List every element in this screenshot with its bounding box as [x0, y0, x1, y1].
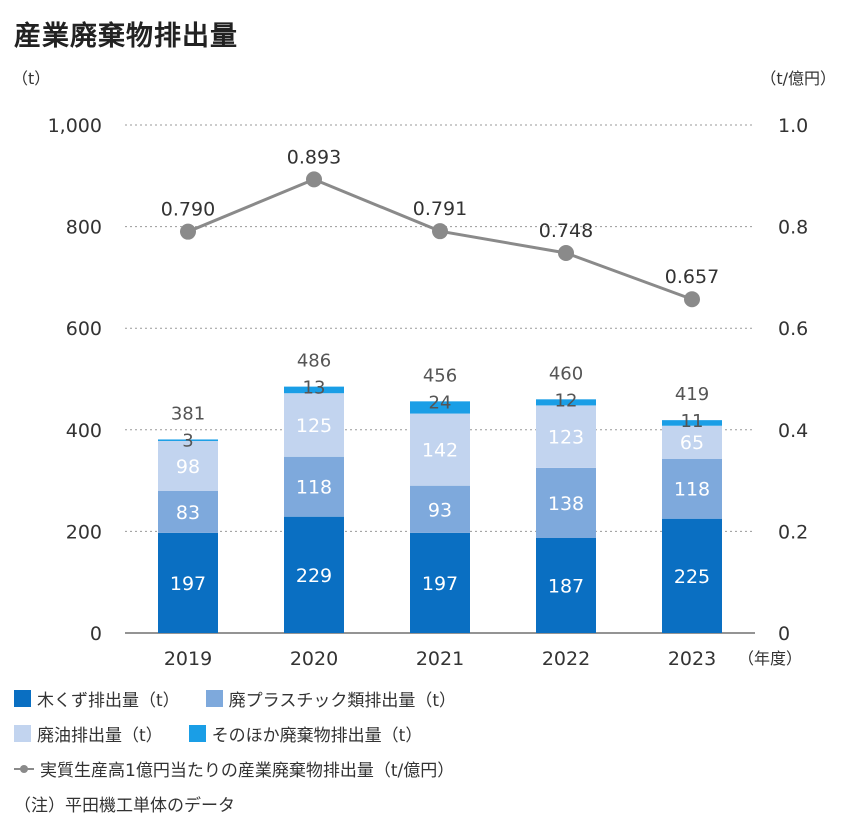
bar-segment	[536, 405, 596, 468]
y-left-tick-label: 0	[90, 623, 102, 645]
ratio-value-label: 0.657	[665, 266, 719, 288]
y-right-tick-label: 0	[778, 623, 790, 645]
x-tick-label: 2019	[164, 648, 212, 670]
ratio-point	[684, 291, 700, 308]
ratio-value-label: 0.893	[287, 146, 341, 168]
bar-total-label: 456	[423, 365, 457, 386]
bar-segment	[158, 440, 218, 491]
legend-label-other: そのほか廃棄物排出量（t）	[211, 726, 423, 746]
x-tick-label: 2022	[542, 648, 590, 670]
bar-segment	[662, 458, 722, 519]
bar-segment	[158, 490, 218, 533]
ratio-point	[432, 223, 448, 240]
bar-segment	[536, 467, 596, 539]
bar-total-label: 460	[549, 363, 583, 384]
bar-segment-label: 125	[296, 415, 332, 437]
legend-line-marker	[14, 764, 34, 774]
x-tick-label: 2020	[290, 648, 338, 670]
bar-segment	[662, 518, 722, 633]
bar-segment-label: 13	[303, 378, 326, 399]
bar-segment-label: 229	[296, 565, 332, 587]
bar-segment-label: 93	[428, 499, 452, 521]
bar-segment	[410, 401, 470, 414]
y-left-unit: （t）	[12, 69, 50, 88]
chart-title: 産業廃棄物排出量	[14, 21, 238, 52]
bar-segment	[158, 532, 218, 633]
bar-segment	[284, 393, 344, 457]
bar-segment-label: 3	[182, 430, 193, 451]
x-tick-label: 2021	[416, 648, 464, 670]
bar-segment-label: 197	[170, 573, 206, 595]
bar-segment-label: 118	[296, 477, 332, 499]
footnote: （注）平田機工単体のデータ	[14, 791, 235, 816]
y-left-tick-label: 600	[66, 318, 102, 340]
ratio-point	[306, 171, 322, 188]
bar-segment-label: 11	[681, 411, 704, 432]
x-tick-label: 2023	[668, 648, 716, 670]
bar-total-label: 419	[675, 384, 709, 405]
data-labels: 197 83 98 3 381 229 118 125 13 486 197 93 142 24 456 18…	[161, 146, 719, 597]
bar-segment	[284, 386, 344, 394]
legend-label-plastic: 廃プラスチック類排出量（t）	[228, 691, 456, 711]
x-axis-unit: （年度）	[738, 649, 802, 668]
bar-segment	[284, 516, 344, 633]
ratio-point	[558, 245, 574, 262]
bar-segment	[158, 439, 218, 441]
y-right-tick-label: 0.2	[778, 521, 808, 543]
y-left-tick-label: 400	[66, 420, 102, 442]
bar-segment-label: 197	[422, 573, 458, 595]
footnote-text: （注）平田機工単体のデータ	[14, 796, 235, 816]
bar-segment	[662, 425, 722, 459]
ratio-point	[180, 223, 196, 240]
ratio-value-label: 0.748	[539, 220, 593, 242]
bar-segment-label: 225	[674, 566, 710, 588]
bar-segment	[536, 538, 596, 633]
legend-swatch-other	[188, 725, 206, 742]
bar-segment-label: 65	[680, 432, 704, 454]
bar-segment	[410, 532, 470, 633]
bar-segment-label: 24	[429, 392, 452, 413]
bar-segment-label: 138	[548, 493, 584, 515]
legend-row-2: 廃油排出量（t） そのほか廃棄物排出量（t）	[14, 721, 422, 746]
ratio-value-label: 0.790	[161, 199, 215, 221]
bar-segment	[536, 399, 596, 406]
bars	[158, 386, 722, 633]
bar-segment-label: 98	[176, 456, 200, 478]
bar-segment	[410, 485, 470, 533]
y-right-tick-label: 1.0	[778, 115, 808, 137]
y-right-tick-label: 0.6	[778, 318, 808, 340]
y-right-tick-label: 0.8	[778, 217, 808, 239]
legend-swatch-wood	[14, 690, 31, 707]
y-left-tick-label: 800	[66, 217, 102, 239]
ratio-line	[180, 171, 700, 308]
bar-segment	[284, 456, 344, 517]
legend-swatch-oil	[14, 725, 31, 742]
bar-segment-label: 187	[548, 576, 584, 598]
bar-segment-label: 142	[422, 440, 458, 462]
legend-label-line: 実質生産高1億円当たりの産業廃棄物排出量（t/億円）	[40, 761, 455, 781]
bar-segment-label: 12	[555, 390, 578, 411]
stacked-bar-line-chart: 0 200 400 600 800 1,000 0 0.2 0.4 0.6 0.8 1.0 （t） （t/…	[12, 69, 836, 670]
bar-segment-label: 123	[548, 427, 584, 449]
axes: 0 200 400 600 800 1,000 0 0.2 0.4 0.6 0.8 1.0 （t） （t/…	[12, 69, 836, 670]
bar-total-label: 381	[171, 403, 205, 424]
y-right-unit: （t/億円）	[760, 69, 836, 88]
bar-segment	[410, 413, 470, 486]
bar-segment	[662, 420, 722, 426]
legend-swatch-plastic	[205, 690, 223, 707]
legend-row-3: 実質生産高1億円当たりの産業廃棄物排出量（t/億円）	[14, 756, 454, 781]
legend-row-1: 木くず排出量（t） 廃プラスチック類排出量（t）	[14, 686, 456, 711]
y-right-tick-label: 0.4	[778, 420, 808, 442]
legend-label-wood: 木くず排出量（t）	[37, 691, 180, 711]
y-left-tick-label: 1,000	[48, 115, 102, 137]
bar-total-label: 486	[297, 351, 331, 372]
bar-segment-label: 118	[674, 479, 710, 501]
y-left-tick-label: 200	[66, 521, 102, 543]
bar-segment-label: 83	[176, 502, 200, 524]
ratio-value-label: 0.791	[413, 198, 467, 220]
legend-label-oil: 廃油排出量（t）	[37, 726, 163, 746]
